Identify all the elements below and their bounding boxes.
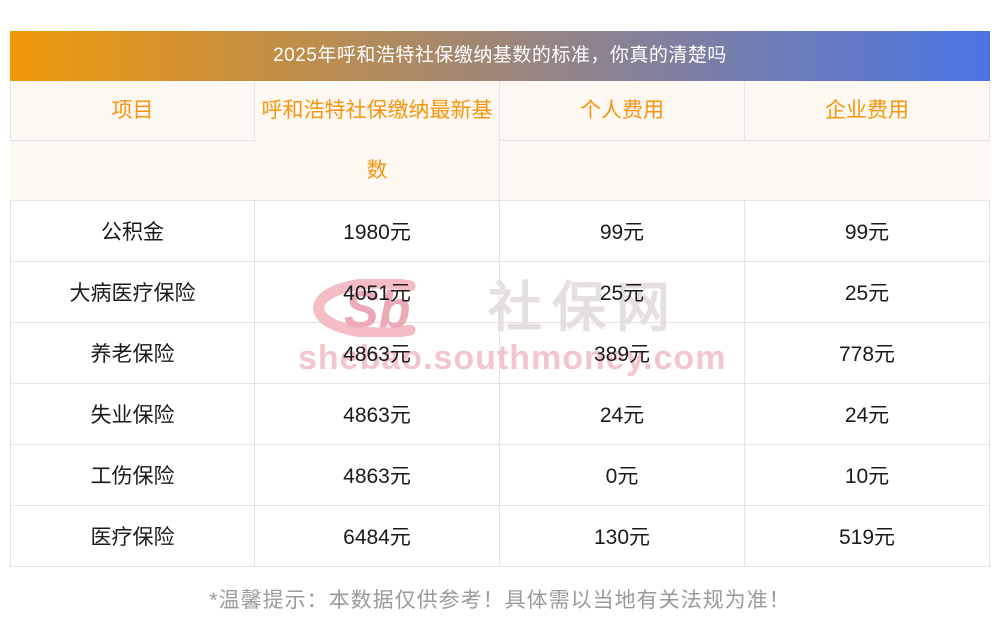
- content: 2025年呼和浩特社保缴纳基数的标准，你真的清楚吗 项目 呼和浩特社保缴纳最新基…: [10, 31, 990, 614]
- cell-item: 工伤保险: [10, 445, 255, 505]
- header-cell-base-label: 呼和浩特社保缴纳最新基数: [261, 99, 493, 182]
- cell-personal: 389元: [500, 323, 745, 383]
- cell-base: 4863元: [255, 384, 500, 444]
- cell-personal: 0元: [500, 445, 745, 505]
- table: 项目 呼和浩特社保缴纳最新基数 个人费用 企业费用 公积金 1980元 99元 …: [10, 81, 990, 567]
- cell-base: 4051元: [255, 262, 500, 322]
- header-cell-personal: 个人费用: [500, 81, 745, 141]
- cell-company: 24元: [745, 384, 990, 444]
- cell-company: 25元: [745, 262, 990, 322]
- table-row: 养老保险 4863元 389元 778元: [10, 323, 990, 384]
- cell-base: 1980元: [255, 201, 500, 261]
- cell-personal: 25元: [500, 262, 745, 322]
- table-header-row: 项目 呼和浩特社保缴纳最新基数 个人费用 企业费用: [10, 81, 990, 201]
- cell-base: 6484元: [255, 506, 500, 566]
- footer-note: *温馨提示：本数据仅供参考！具体需以当地有关法规为准！: [209, 589, 791, 612]
- cell-company: 519元: [745, 506, 990, 566]
- cell-item: 养老保险: [10, 323, 255, 383]
- cell-personal: 24元: [500, 384, 745, 444]
- cell-personal: 99元: [500, 201, 745, 261]
- cell-company: 778元: [745, 323, 990, 383]
- table-row: 大病医疗保险 4051元 25元 25元: [10, 262, 990, 323]
- cell-item: 公积金: [10, 201, 255, 261]
- table-row: 公积金 1980元 99元 99元: [10, 201, 990, 262]
- header-cell-company: 企业费用: [745, 81, 990, 141]
- cell-company: 10元: [745, 445, 990, 505]
- table-row: 医疗保险 6484元 130元 519元: [10, 506, 990, 567]
- cell-base: 4863元: [255, 445, 500, 505]
- cell-item: 医疗保险: [10, 506, 255, 566]
- table-row: 工伤保险 4863元 0元 10元: [10, 445, 990, 506]
- cell-item: 失业保险: [10, 384, 255, 444]
- cell-base: 4863元: [255, 323, 500, 383]
- table-row: 失业保险 4863元 24元 24元: [10, 384, 990, 445]
- header-cell-item: 项目: [10, 81, 255, 141]
- title-banner: 2025年呼和浩特社保缴纳基数的标准，你真的清楚吗: [10, 31, 990, 81]
- cell-company: 99元: [745, 201, 990, 261]
- header-cell-base: 呼和浩特社保缴纳最新基数: [255, 81, 500, 200]
- cell-item: 大病医疗保险: [10, 262, 255, 322]
- cell-personal: 130元: [500, 506, 745, 566]
